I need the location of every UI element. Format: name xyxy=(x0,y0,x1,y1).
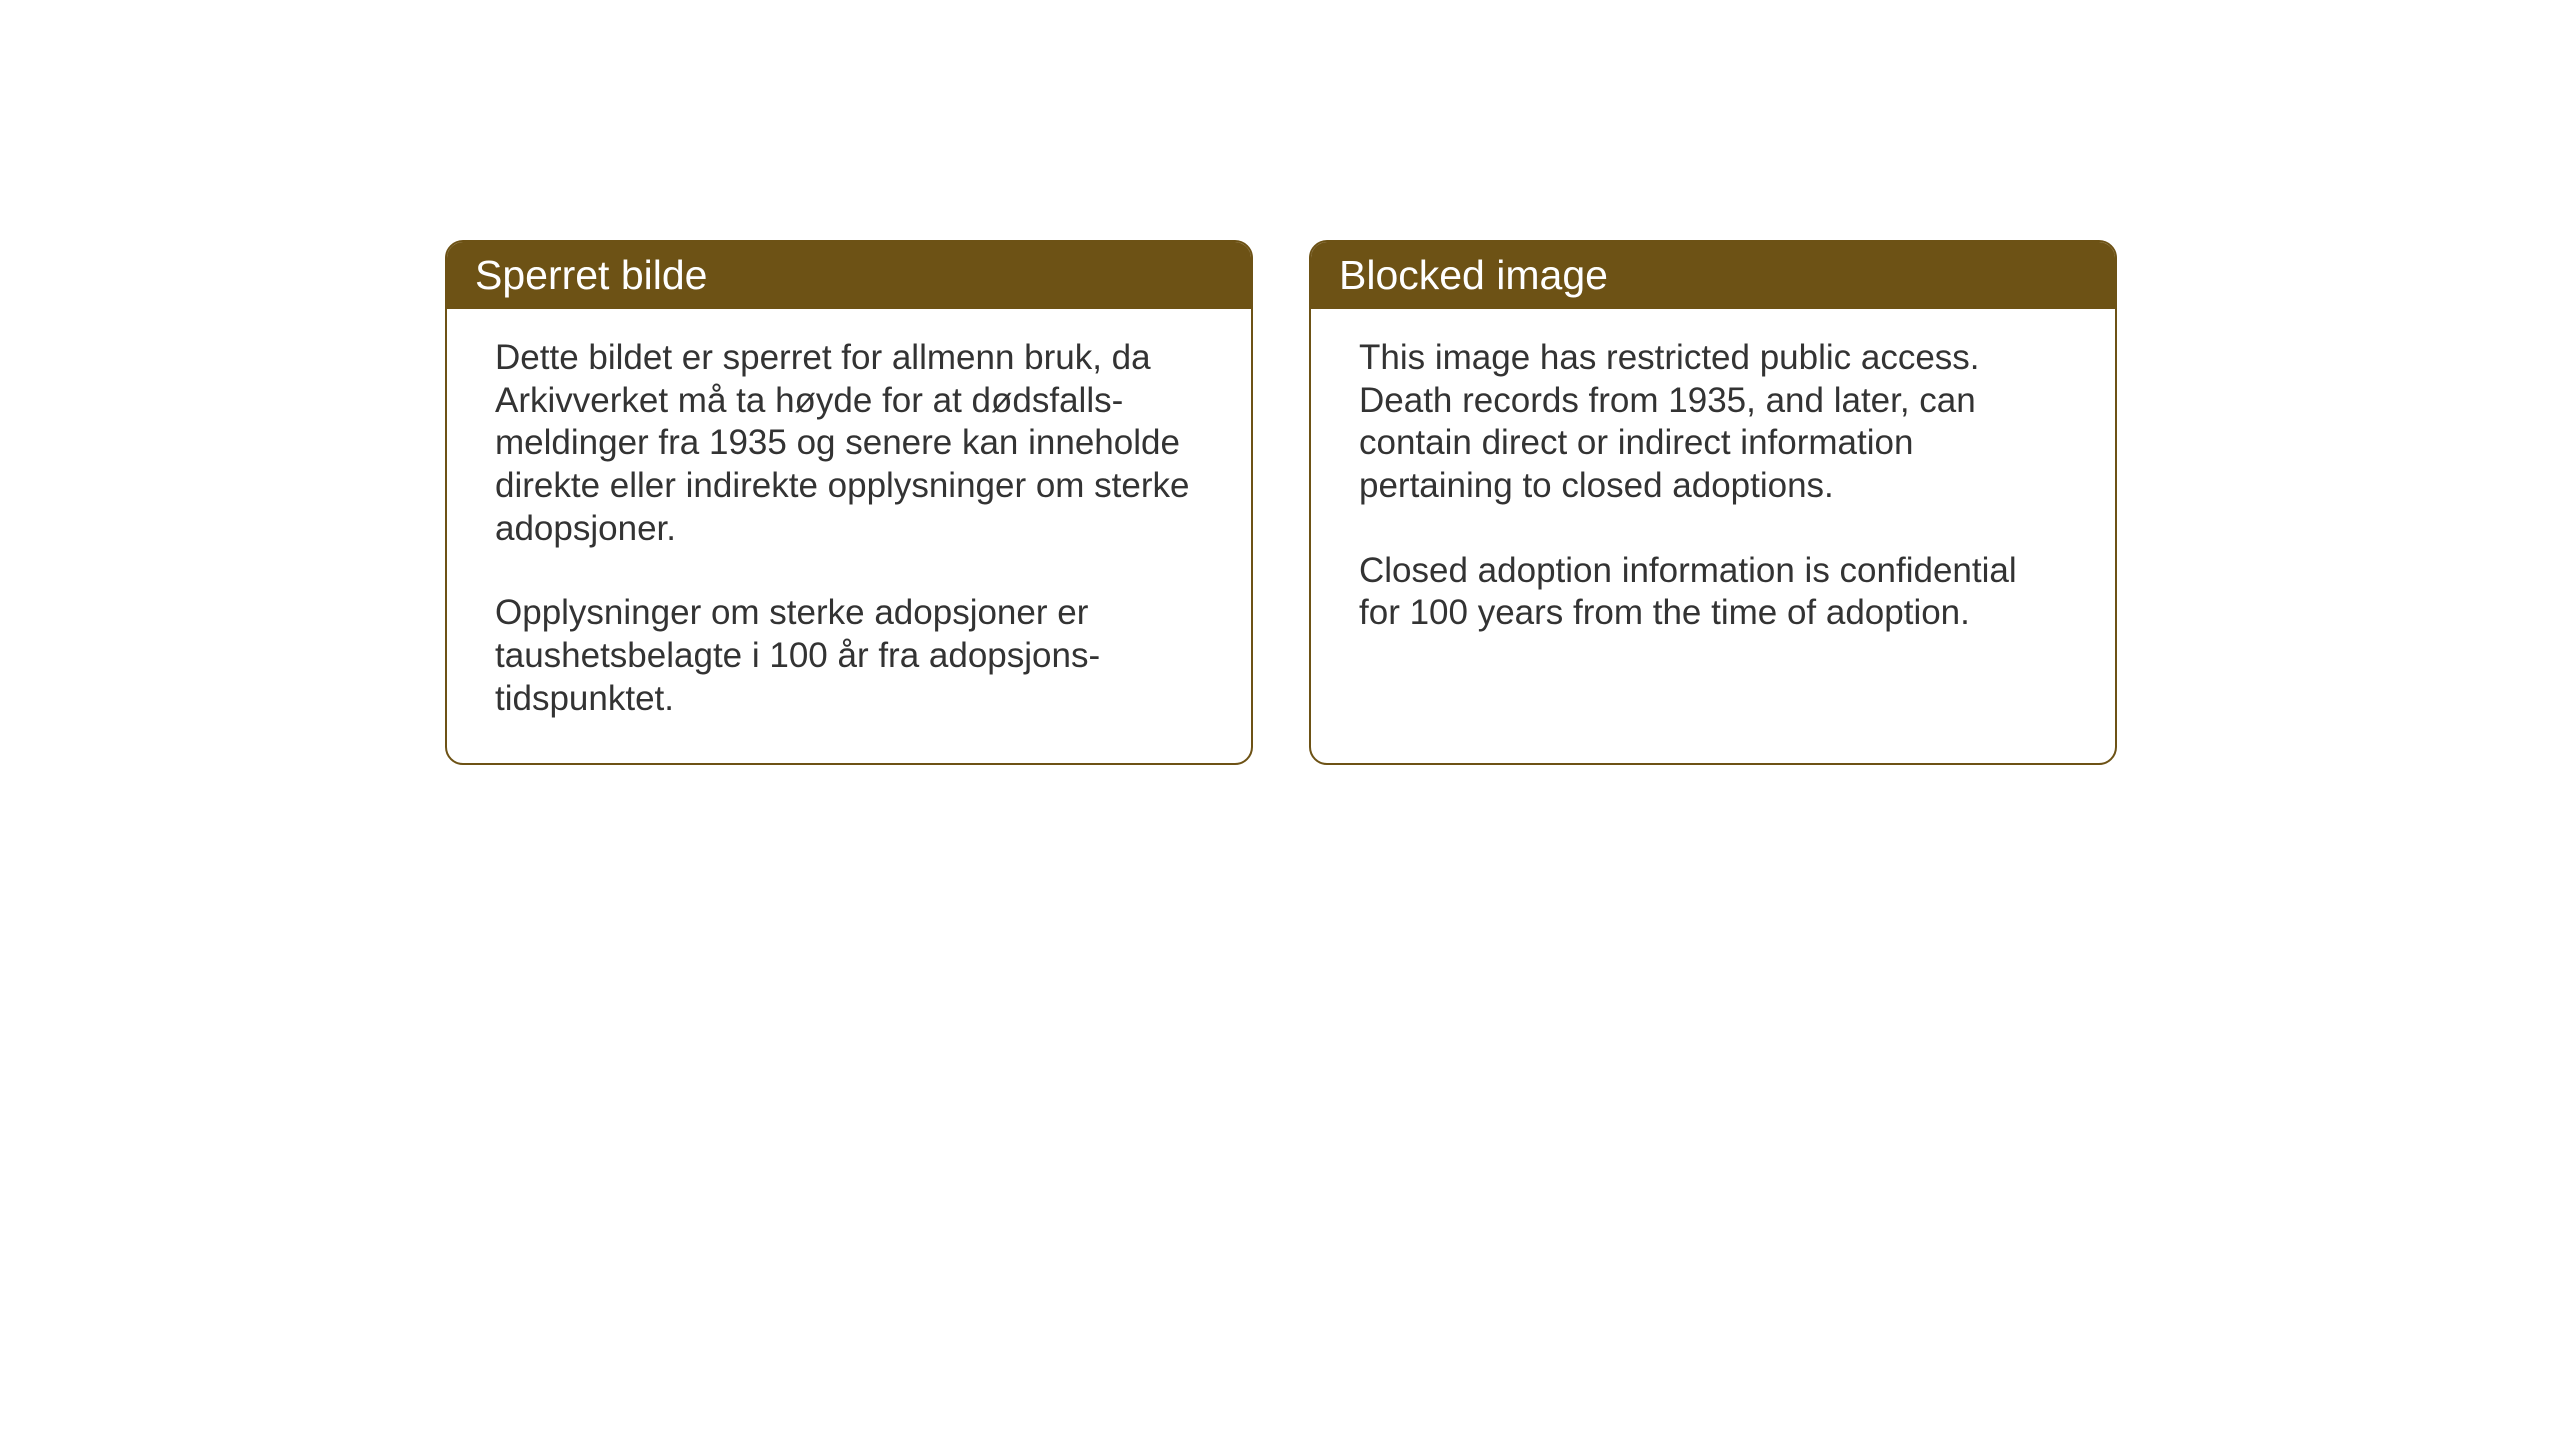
notice-card-norwegian: Sperret bilde Dette bildet er sperret fo… xyxy=(445,240,1253,765)
notice-card-english: Blocked image This image has restricted … xyxy=(1309,240,2117,765)
card-title-norwegian: Sperret bilde xyxy=(475,252,707,298)
notice-container: Sperret bilde Dette bildet er sperret fo… xyxy=(445,240,2117,765)
card-paragraph-norwegian-1: Dette bildet er sperret for allmenn bruk… xyxy=(495,337,1203,550)
card-body-norwegian: Dette bildet er sperret for allmenn bruk… xyxy=(447,309,1251,763)
card-title-english: Blocked image xyxy=(1339,252,1608,298)
card-header-english: Blocked image xyxy=(1311,242,2115,309)
card-paragraph-norwegian-2: Opplysninger om sterke adopsjoner er tau… xyxy=(495,592,1203,720)
card-paragraph-english-1: This image has restricted public access.… xyxy=(1359,337,2067,508)
card-paragraph-english-2: Closed adoption information is confident… xyxy=(1359,550,2067,635)
card-header-norwegian: Sperret bilde xyxy=(447,242,1251,309)
card-body-english: This image has restricted public access.… xyxy=(1311,309,2115,677)
